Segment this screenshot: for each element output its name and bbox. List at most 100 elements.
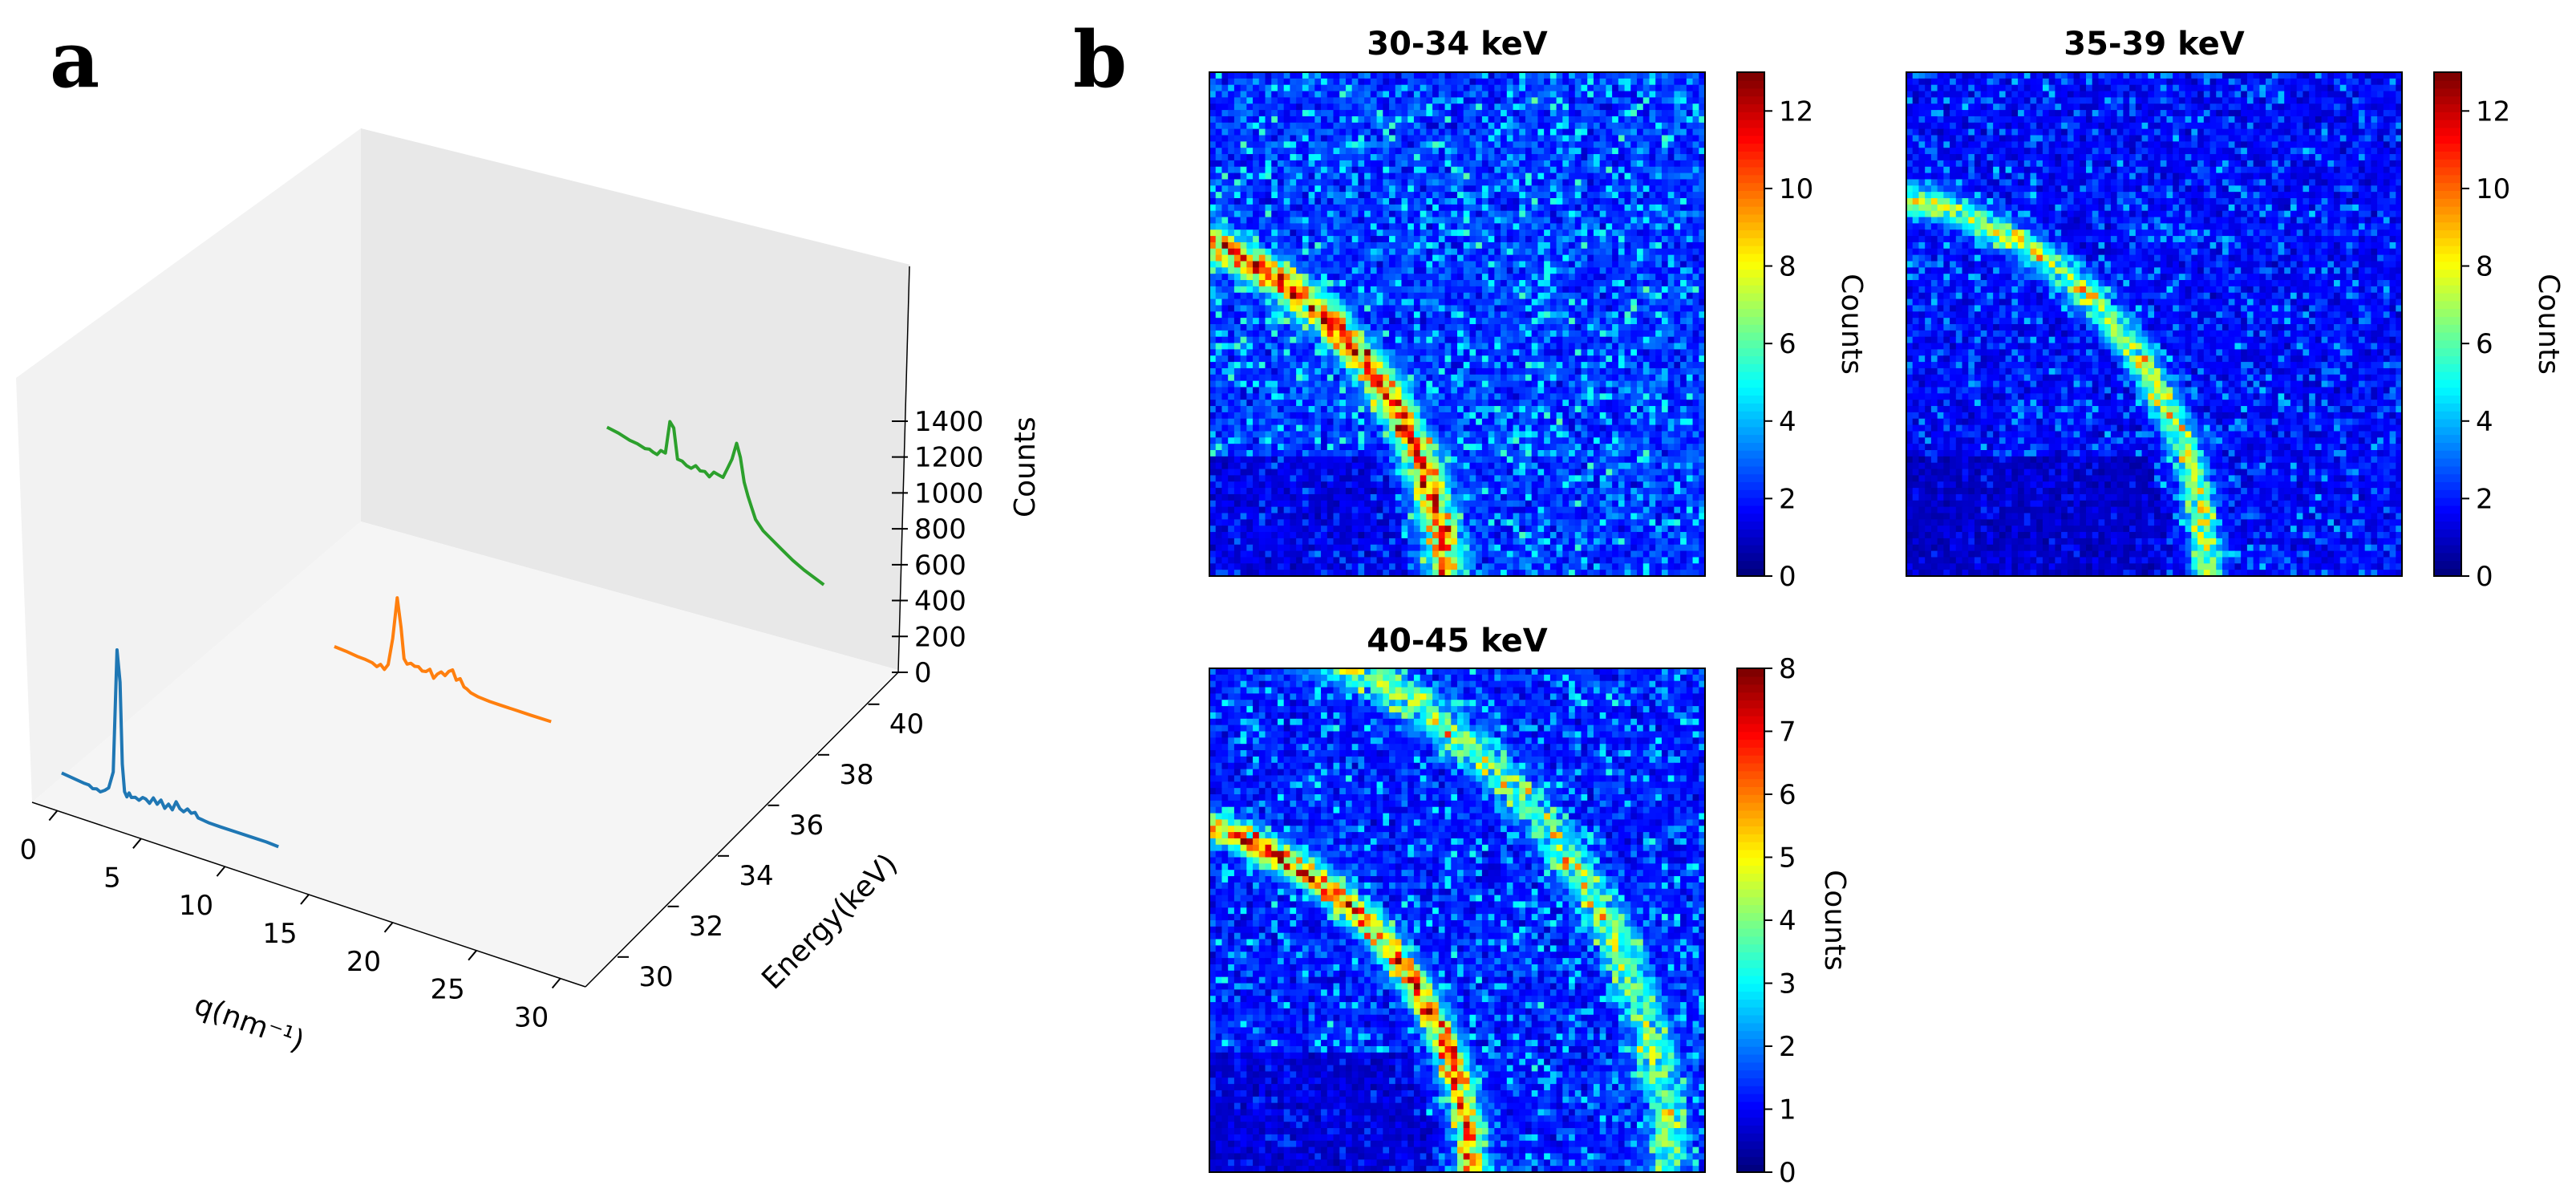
heatmap-cell [1476,241,1483,250]
heatmap-cell [1574,198,1582,205]
heatmap-cell [1612,418,1619,426]
heatmap-cell [1376,236,1383,243]
heatmap-cell [1501,355,1508,363]
heatmap-cell [1506,179,1514,186]
heatmap-cell [1476,412,1483,420]
heatmap-cell [1432,223,1440,230]
heatmap-cell [1674,343,1681,350]
heatmap-cell [1351,362,1359,369]
heatmap-cell [1574,412,1582,420]
heatmap-cell [1221,374,1229,382]
heatmap-cell [1277,154,1285,161]
heatmap-cell [1463,311,1471,319]
heatmap-cell [1351,380,1359,388]
heatmap-cell [1692,400,1699,407]
heatmap-cell [1655,292,1663,300]
heatmap-cell [1364,160,1371,168]
heatmap-cell [1233,393,1241,400]
heatmap-cell [1290,280,1297,287]
heatmap-cell [1351,355,1359,363]
heatmap-cell [1655,280,1663,287]
heatmap-cell [1233,210,1241,218]
heatmap-cell [1333,103,1340,111]
heatmap-cell [1258,192,1266,199]
heatmap-cell [1525,154,1533,161]
heatmap-cell [1351,103,1359,111]
heatmap-cell [1624,274,1631,281]
heatmap-cell [1383,387,1390,394]
heatmap-cell [1296,406,1303,413]
heatmap-cell [1321,311,1328,319]
heatmap-cell [1457,116,1464,124]
heatmap-cell [1302,91,1310,98]
heatmap-cell [1562,223,1569,230]
heatmap-cell [1228,400,1235,407]
heatmap-cell [1401,274,1408,281]
heatmap-cell [1215,236,1223,243]
heatmap-cell [1680,286,1687,294]
heatmap-cell [1376,185,1383,193]
heatmap-cell [1333,400,1340,407]
heatmap-cell [1246,198,1254,205]
heatmap-cell [1233,406,1241,413]
heatmap-cell [1494,84,1501,92]
heatmap-cell [1258,116,1266,124]
heatmap-cell [1246,116,1254,124]
heatmap-cell [1302,103,1310,111]
heatmap-cell [1476,324,1483,331]
heatmap-cell [1364,91,1371,98]
heatmap-cell [1525,274,1533,281]
heatmap-cell [1506,274,1514,281]
heatmap-cell [1271,254,1278,262]
heatmap-cell [1339,349,1347,356]
heatmap-cell [1258,179,1266,186]
heatmap-cell [1314,311,1322,319]
heatmap-cell [1339,280,1347,287]
heatmap-cell [1549,305,1557,312]
heatmap-cell [1463,424,1471,432]
heatmap-cell [1401,198,1408,205]
heatmap-cell [1562,280,1569,287]
heatmap-cell [1680,374,1687,382]
heatmap-cell [1469,204,1476,212]
heatmap-cell [1488,210,1495,218]
heatmap-cell [1501,374,1508,382]
heatmap-cell [1246,406,1254,413]
heatmap-cell [1258,135,1266,142]
heatmap-cell [1215,122,1223,130]
heatmap-cell [1376,324,1383,331]
heatmap-cell [1370,103,1378,111]
heatmap-cell [1562,91,1569,98]
heatmap-cell [1476,103,1483,111]
heatmap-cell [1661,110,1669,117]
heatmap-cell [1587,324,1594,331]
heatmap-cell [1630,424,1638,432]
heatmap-cell [1525,160,1533,168]
heatmap-cell [1680,393,1687,400]
heatmap-cell [1339,311,1347,319]
heatmap-cell [1642,311,1651,319]
heatmap-cell [1420,198,1427,205]
heatmap-cell [1209,292,1217,300]
heatmap-cell [1513,298,1520,306]
heatmap-cell [1339,236,1347,243]
heatmap-cell [1296,185,1303,193]
heatmap-cell [1389,456,1396,464]
heatmap-cell [1314,424,1322,432]
heatmap-cell [1215,274,1223,281]
heatmap-cell [1221,330,1229,338]
heatmap-cell [1519,204,1526,212]
heatmap-cell [1290,229,1297,237]
heatmap-cell [1506,286,1514,294]
heatmap-cell [1389,172,1396,181]
heatmap-cell [1389,274,1396,281]
heatmap-cell [1438,343,1446,350]
heatmap-cell [1326,122,1335,130]
heatmap-cell [1364,122,1371,130]
heatmap-cell [1680,343,1687,350]
heatmap-cell [1569,160,1576,168]
heatmap-cell [1587,431,1594,438]
heatmap-cell [1215,78,1223,86]
heatmap-cell [1438,431,1446,438]
heatmap-cell [1345,456,1353,464]
